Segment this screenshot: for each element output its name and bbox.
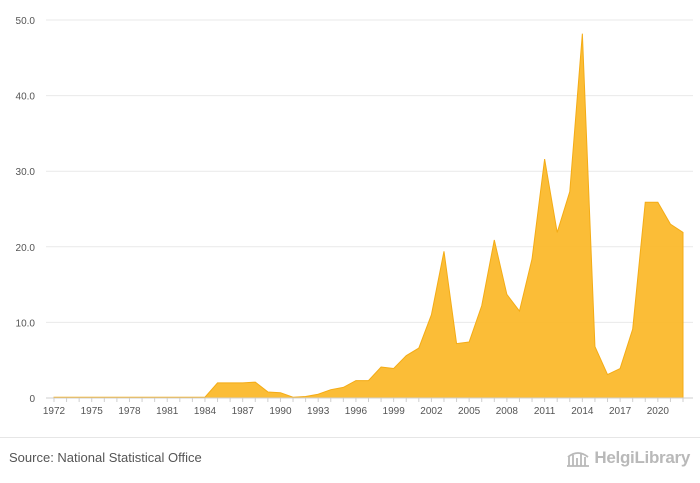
x-tick-label: 1984: [194, 406, 217, 417]
y-tick-label: 10.0: [16, 318, 36, 329]
x-tick-label: 1999: [383, 406, 406, 417]
x-tick-label: 1990: [269, 406, 292, 417]
x-tick-label: 1978: [118, 406, 141, 417]
x-tick-label: 2005: [458, 406, 481, 417]
grid-lines: [46, 19, 693, 323]
y-tick-label: 50.0: [16, 16, 36, 27]
x-tick-label: 1996: [345, 406, 368, 417]
x-tick-label: 1975: [81, 406, 104, 417]
x-tick-label: 2014: [571, 406, 594, 417]
x-tick-label: 2020: [647, 406, 670, 417]
x-tick-label: 2008: [496, 406, 519, 417]
y-axis: 0 10.0 20.0 30.0 40.0 50.0: [16, 16, 36, 405]
y-tick-label: 0: [29, 394, 35, 405]
x-tick-label: 1987: [232, 406, 255, 417]
x-tick-label: 1993: [307, 406, 330, 417]
y-tick-label: 30.0: [16, 167, 36, 178]
x-tick-label: 1972: [43, 406, 66, 417]
x-tick-label: 2002: [420, 406, 443, 417]
x-axis: 1972 1975 1978 1981 1984 1987 1990 1993 1996 1999…: [43, 397, 693, 417]
footer-divider: [0, 437, 700, 438]
x-tick-label: 2017: [609, 406, 632, 417]
source-note: Source: National Statistical Office: [9, 450, 202, 465]
y-tick-label: 20.0: [16, 243, 36, 254]
brand-logo: HelgiLibrary: [566, 448, 690, 468]
library-icon: [567, 452, 590, 467]
x-tick-label: 1981: [156, 406, 179, 417]
y-tick-label: 40.0: [16, 92, 36, 103]
area-series: [53, 33, 684, 399]
brand-name: HelgiLibrary: [594, 448, 690, 467]
area-chart: 1972 1975 1978 1981 1984 1987 1990 1993 1996 1999…: [16, 16, 693, 417]
x-tick-label: 2011: [534, 406, 556, 417]
